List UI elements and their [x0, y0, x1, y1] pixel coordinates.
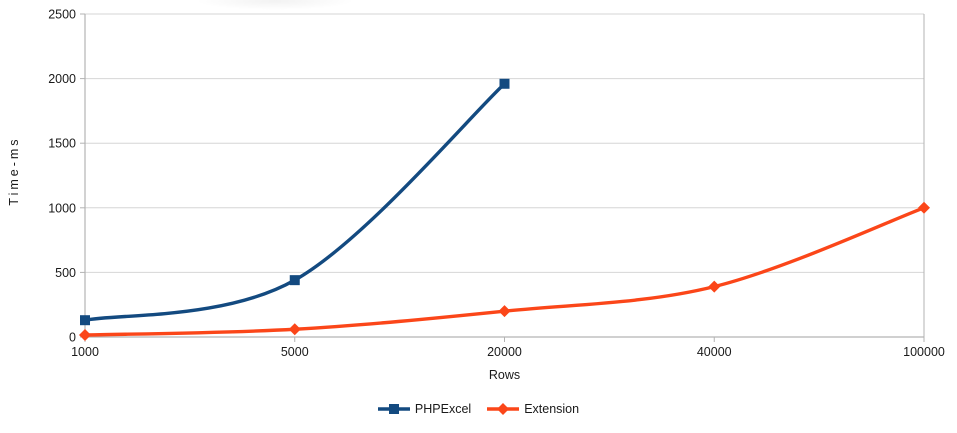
data-point-phpexcel — [499, 78, 510, 89]
y-tick-label: 500 — [55, 266, 76, 280]
y-tick-label: 0 — [69, 331, 76, 345]
data-point-phpexcel — [289, 275, 300, 286]
data-point-extension — [498, 305, 511, 318]
x-axis-title: Rows — [488, 368, 521, 382]
legend-label: Extension — [524, 402, 580, 416]
legend-item-extension: Extension — [487, 402, 579, 416]
chart-legend: PHPExcel Extension — [0, 402, 957, 416]
x-tick-label: 5000 — [281, 345, 309, 359]
legend-item-phpexcel: PHPExcel — [377, 402, 472, 416]
data-point-extension — [79, 329, 91, 342]
data-point-phpexcel — [80, 315, 90, 326]
series-line-phpexcel — [83, 82, 507, 322]
diamond-marker-icon — [487, 403, 520, 415]
x-tick-label: 20000 — [487, 345, 522, 359]
data-point-extension — [708, 280, 721, 293]
legend-label: PHPExcel — [414, 402, 472, 416]
x-tick-label: 40000 — [697, 345, 732, 359]
data-point-extension — [288, 323, 301, 336]
y-tick-label: 2000 — [48, 72, 76, 86]
y-tick-label: 2500 — [48, 8, 76, 22]
data-point-extension — [918, 201, 930, 214]
y-axis-title: Time-ms — [7, 136, 21, 206]
y-tick-label: 1000 — [48, 201, 76, 215]
square-marker-icon — [377, 404, 410, 414]
x-tick-label: 1000 — [71, 345, 99, 359]
y-tick-label: 1500 — [48, 137, 76, 151]
x-tick-label: 100000 — [903, 345, 945, 359]
